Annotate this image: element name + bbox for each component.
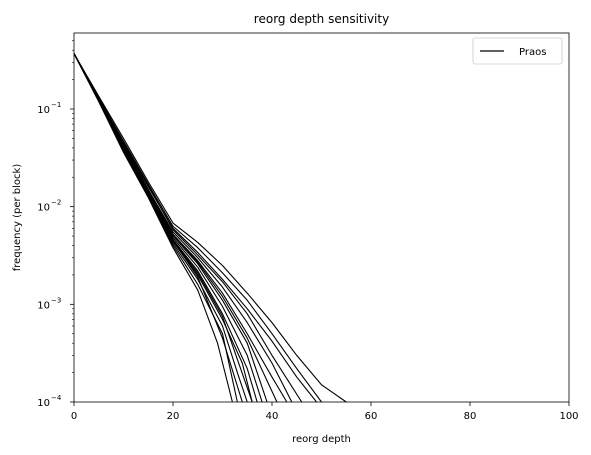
y-tick-label: 10 — [37, 105, 50, 116]
legend-label: Praos — [519, 47, 546, 58]
x-tick-label: 20 — [167, 411, 180, 422]
series-line-4 — [74, 53, 293, 402]
x-tick-label: 60 — [365, 411, 378, 422]
series-line-1 — [74, 53, 347, 402]
y-tick-label: 10 — [37, 398, 50, 409]
series-line-12 — [74, 53, 233, 402]
y-tick-exponent: −3 — [51, 296, 61, 304]
legend-box — [472, 37, 563, 65]
series-line-14 — [74, 53, 278, 402]
series-line-5 — [74, 53, 288, 402]
series-line-11 — [74, 53, 238, 402]
series-line-15 — [74, 53, 303, 402]
y-tick-exponent: −1 — [51, 101, 61, 109]
plot-frame — [73, 32, 570, 403]
series-line-2 — [74, 53, 322, 402]
y-axis: 10−410−310−210−1 — [37, 40, 74, 409]
x-axis-label: reorg depth — [292, 434, 351, 445]
series-line-3 — [74, 53, 317, 402]
series-line-10 — [74, 53, 248, 402]
y-tick-label: 10 — [37, 203, 50, 214]
series-line-13 — [74, 53, 243, 402]
y-axis-label: frequency (per block) — [12, 164, 23, 272]
x-tick-label: 80 — [464, 411, 477, 422]
series-lines — [74, 53, 347, 402]
x-tick-label: 0 — [71, 411, 77, 422]
x-axis: 0 20 40 60 80 100 — [71, 402, 579, 422]
y-tick-exponent: −2 — [51, 199, 61, 207]
y-tick-label: 10 — [37, 300, 50, 311]
series-line-16 — [74, 53, 253, 402]
y-tick-exponent: −4 — [51, 394, 62, 402]
x-tick-label: 40 — [266, 411, 279, 422]
chart-title: reorg depth sensitivity — [254, 12, 389, 26]
legend: Praos — [472, 37, 563, 65]
x-tick-label: 100 — [559, 411, 578, 422]
